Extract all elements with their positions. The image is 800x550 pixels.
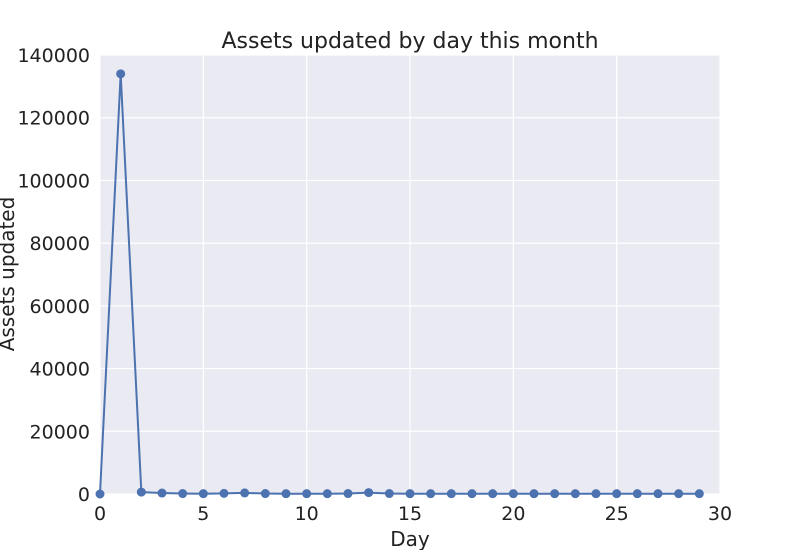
data-point (219, 488, 229, 498)
data-point (405, 489, 415, 499)
data-point (95, 489, 105, 499)
data-point (591, 489, 601, 499)
y-tick-label: 120000 (17, 108, 90, 130)
data-point (260, 489, 270, 499)
y-tick-label: 20000 (30, 421, 90, 443)
data-point (632, 489, 642, 499)
data-point (178, 489, 188, 499)
data-point (116, 69, 126, 79)
data-point (364, 488, 374, 498)
data-point (508, 489, 518, 499)
x-tick-label: 5 (197, 503, 209, 525)
data-point (343, 489, 353, 499)
data-point (653, 489, 663, 499)
y-tick-labels: 0 20000 40000 60000 80000 100000 120000 140000 (17, 45, 90, 506)
y-tick-label: 100000 (17, 170, 90, 192)
data-point (550, 489, 560, 499)
x-tick-label: 0 (94, 503, 106, 525)
data-point (488, 489, 498, 499)
x-tick-label: 25 (605, 503, 629, 525)
data-point (136, 487, 146, 497)
data-point (281, 489, 291, 499)
data-point (302, 489, 312, 499)
y-tick-label: 140000 (17, 45, 90, 67)
data-point (446, 489, 456, 499)
data-point (240, 488, 250, 498)
data-point (322, 489, 332, 499)
data-point (198, 489, 208, 499)
y-tick-label: 0 (78, 484, 90, 506)
data-point (674, 489, 684, 499)
x-tick-label: 30 (708, 503, 732, 525)
x-tick-label: 10 (295, 503, 319, 525)
data-point (467, 489, 477, 499)
y-tick-label: 80000 (30, 233, 90, 255)
data-point (157, 488, 167, 498)
series-layer (95, 69, 704, 499)
x-tick-label: 15 (398, 503, 422, 525)
x-tick-label: 20 (501, 503, 525, 525)
data-point (529, 489, 539, 499)
chart-title: Assets updated by day this month (221, 29, 598, 54)
y-tick-label: 60000 (30, 296, 90, 318)
data-point (384, 489, 394, 499)
data-point (694, 489, 704, 499)
data-point (426, 489, 436, 499)
x-tick-labels: 0 5 10 15 20 25 30 (94, 503, 732, 525)
y-axis-label: Assets updated (0, 197, 19, 352)
data-point (612, 489, 622, 499)
x-axis-label: Day (390, 527, 430, 550)
data-point (570, 489, 580, 499)
y-tick-label: 40000 (30, 359, 90, 381)
